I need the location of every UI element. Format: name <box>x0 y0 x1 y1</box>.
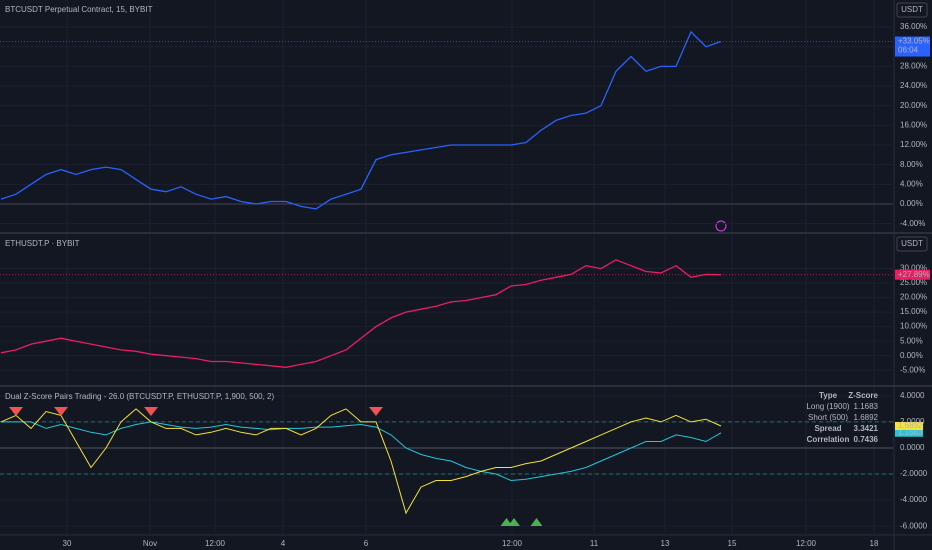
price-line <box>0 259 722 368</box>
table-header: Type <box>819 391 838 400</box>
sell-signal <box>54 407 68 416</box>
sell-signal <box>144 407 158 416</box>
table-cell: Correlation <box>807 435 850 444</box>
y-tick-label: -4.0000 <box>900 495 928 504</box>
y-tick-label: 2.0000 <box>900 417 925 426</box>
x-tick-label: 12:00 <box>502 539 523 548</box>
table-name: Short (500) <box>808 413 848 422</box>
y-tick-label: -6.0000 <box>900 521 928 530</box>
zscore-line <box>1 421 722 482</box>
y-tick-label: 20.00% <box>900 293 927 302</box>
y-tick-label: 28.00% <box>900 61 927 70</box>
x-tick-label: 6 <box>364 539 369 548</box>
y-tick-label: 4.0000 <box>900 391 925 400</box>
x-tick-label: 15 <box>728 539 737 548</box>
y-tick-label: -5.00% <box>900 365 925 374</box>
y-tick-label: 0.0000 <box>900 443 925 452</box>
x-tick-label: 30 <box>63 539 72 548</box>
x-tick-label: 11 <box>590 539 599 548</box>
x-tick-label: 12:00 <box>205 539 226 548</box>
last-value-label: 1.6892 <box>898 421 923 430</box>
y-tick-label: 4.00% <box>900 179 923 188</box>
y-tick-label: -2.0000 <box>900 469 928 478</box>
x-tick-label: Nov <box>143 539 157 548</box>
last-value-box <box>895 428 923 437</box>
pane-title: Dual Z-Score Pairs Trading - 26.0 (BTCUS… <box>5 392 274 401</box>
y-tick-label: 0.00% <box>900 199 923 208</box>
x-tick-label: 12:00 <box>796 539 817 548</box>
y-tick-label: 25.00% <box>900 278 927 287</box>
sell-signal <box>9 407 23 416</box>
x-tick-label: 4 <box>281 539 286 548</box>
last-value-box <box>895 421 923 430</box>
y-tick-label: 0.00% <box>900 351 923 360</box>
y-tick-label: 15.00% <box>900 307 927 316</box>
currency-box <box>896 2 928 18</box>
pane-title: ETHUSDT.P · BYBIT <box>5 239 80 248</box>
last-price-box <box>895 36 930 57</box>
table-cell: 3.3421 <box>854 424 879 433</box>
countdown-label: 06:04 <box>898 46 919 55</box>
x-tick-label: 13 <box>661 539 670 548</box>
table-value: 1.1683 <box>854 402 879 411</box>
currency-box <box>896 236 928 252</box>
y-tick-label: 12.00% <box>900 140 927 149</box>
zscore-line <box>0 408 722 515</box>
currency-label: USDT <box>901 5 923 14</box>
y-tick-label: -4.00% <box>900 219 925 228</box>
buy-signal <box>508 518 520 526</box>
table-value: 1.6892 <box>854 413 879 422</box>
price-line <box>0 30 722 210</box>
table-cell: Spread <box>814 424 841 433</box>
last-price-label: +27.89% <box>898 270 930 279</box>
table-cell: 0.7436 <box>854 435 879 444</box>
last-price-box <box>895 269 930 280</box>
y-tick-label: 20.00% <box>900 101 927 110</box>
alert-icon[interactable] <box>715 220 727 232</box>
table-name: Long (1900) <box>806 402 849 411</box>
y-tick-label: 24.00% <box>900 81 927 90</box>
last-value-label: 1.1683 <box>898 428 923 437</box>
y-tick-label: 5.00% <box>900 336 923 345</box>
x-tick-label: 18 <box>870 539 879 548</box>
y-tick-label: 36.00% <box>900 22 927 31</box>
last-price-label: +33.05% <box>898 37 930 46</box>
y-tick-label: 16.00% <box>900 120 927 129</box>
y-tick-label: 10.00% <box>900 322 927 331</box>
table-header: Z-Score <box>848 391 878 400</box>
sell-signal <box>369 407 383 416</box>
y-tick-label: 8.00% <box>900 160 923 169</box>
pane-title: BTCUSDT Perpetual Contract, 15, BYBIT <box>5 5 153 14</box>
currency-label: USDT <box>901 239 923 248</box>
buy-signal <box>530 518 543 526</box>
y-tick-label: 30.00% <box>900 264 927 273</box>
